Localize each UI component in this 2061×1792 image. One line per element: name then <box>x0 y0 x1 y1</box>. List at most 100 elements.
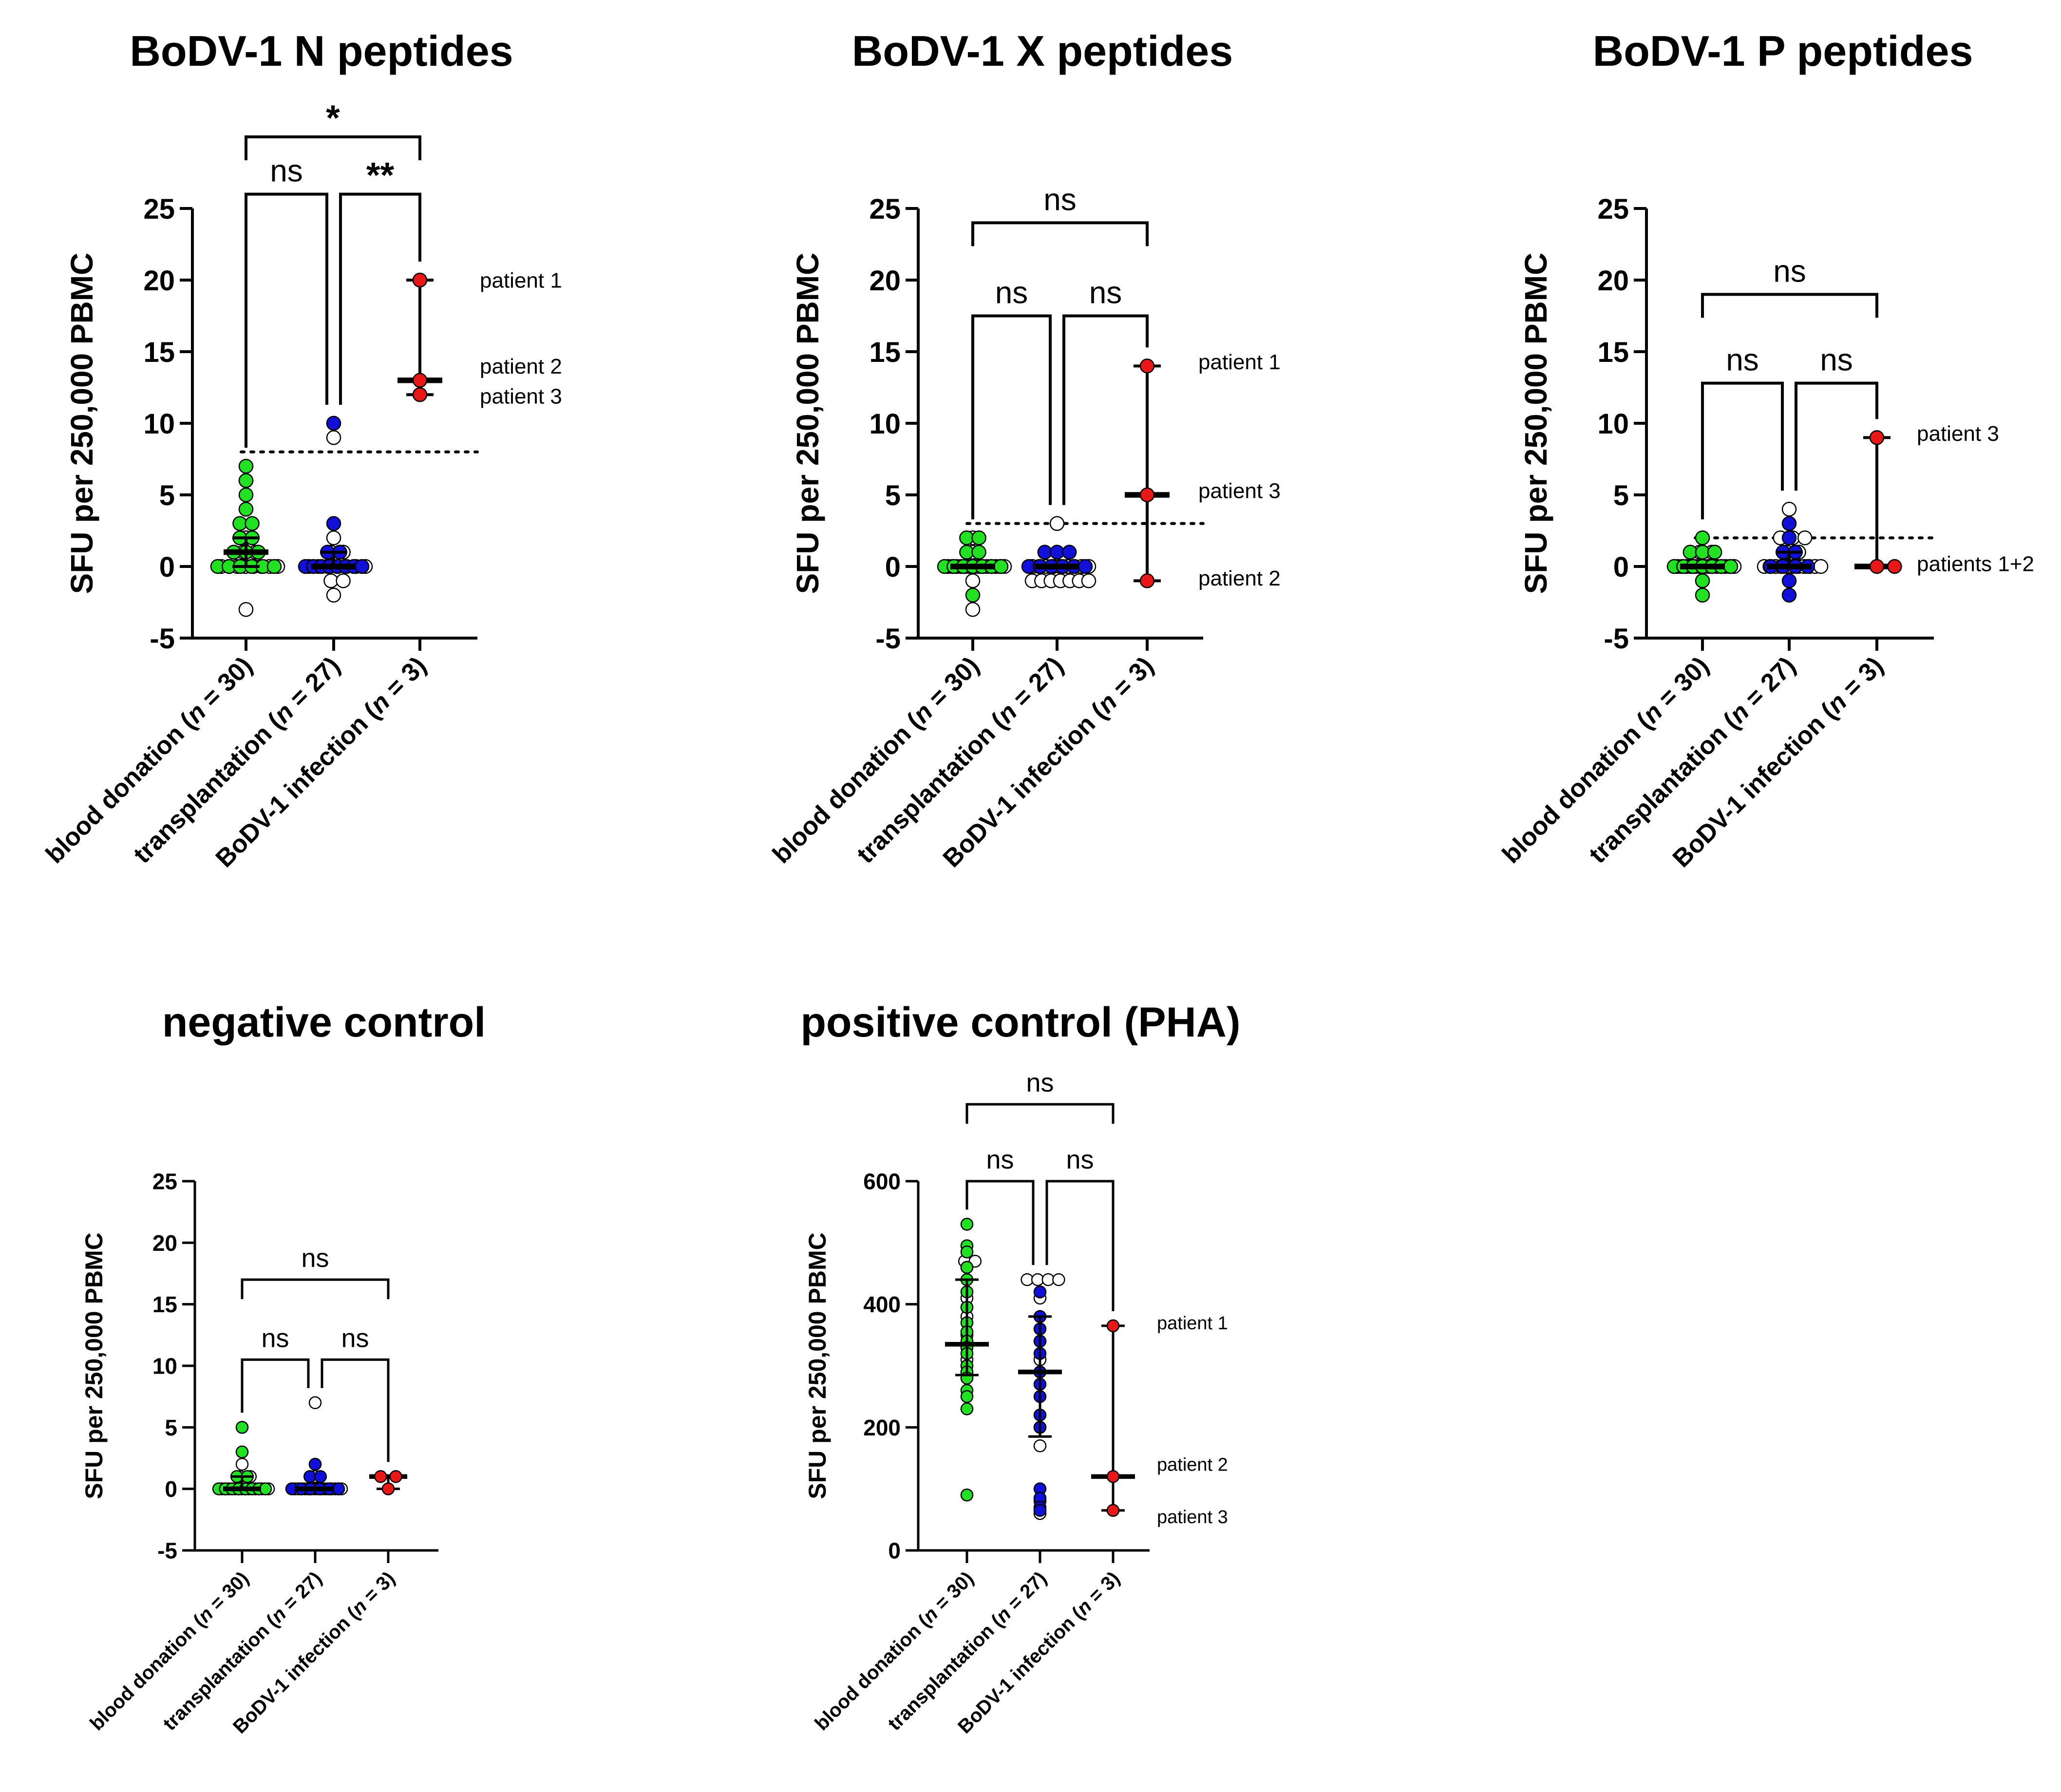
significance-label: ns <box>1726 342 1759 377</box>
patient-label: patient 3 <box>1198 479 1281 503</box>
patient-label: patients 1+2 <box>1917 552 2034 576</box>
y-tick-label: 25 <box>1597 193 1629 225</box>
data-point-negative <box>235 1457 249 1471</box>
y-tick-label: 25 <box>869 193 901 225</box>
data-point <box>314 1470 327 1483</box>
significance-bracket <box>965 1103 1115 1124</box>
data-point <box>1033 1504 1047 1517</box>
series-2 <box>1091 1319 1135 1517</box>
series-2 <box>397 272 442 402</box>
series-1 <box>298 415 373 603</box>
data-point <box>971 530 986 546</box>
data-point <box>1781 587 1797 603</box>
data-point-negative <box>1049 516 1065 531</box>
series-2 <box>369 1470 407 1495</box>
y-tick-label: 10 <box>143 408 175 440</box>
significance-bracket <box>1701 293 1878 318</box>
data-point-negative <box>1081 573 1097 588</box>
data-point-negative <box>336 573 351 588</box>
patient-label: patient 3 <box>1157 1507 1228 1528</box>
significance-label: ns <box>341 1323 369 1353</box>
series-0 <box>1666 530 1742 603</box>
significance-label: ns <box>301 1244 329 1273</box>
data-point-negative <box>1052 1273 1065 1286</box>
data-point <box>959 530 974 546</box>
y-tick-label: 200 <box>863 1415 901 1440</box>
y-tick-label: 5 <box>1613 480 1629 511</box>
data-point <box>965 587 981 603</box>
y-tick-label: 10 <box>1597 408 1629 440</box>
patient-label: patient 1 <box>1157 1313 1228 1334</box>
y-tick-label: -5 <box>150 623 175 655</box>
y-tick-label: 10 <box>152 1354 177 1379</box>
data-point <box>412 272 428 288</box>
significance-bracket <box>339 192 421 405</box>
series-1 <box>1021 516 1097 588</box>
significance-bracket <box>241 1278 390 1300</box>
series-1 <box>1018 1273 1065 1520</box>
data-point <box>1049 545 1065 560</box>
data-point <box>259 1482 272 1495</box>
data-point-negative <box>238 602 254 617</box>
significance-label: ns <box>1089 275 1122 310</box>
series-1 <box>1757 502 1829 603</box>
y-tick-label: 5 <box>165 1415 177 1440</box>
significance-bracket <box>321 1358 390 1462</box>
data-point <box>235 1445 249 1459</box>
significance-label: ns <box>1026 1068 1054 1097</box>
data-point <box>960 1390 974 1403</box>
data-point <box>1869 430 1885 445</box>
data-point <box>232 516 247 531</box>
chart-title: BoDV-1 X peptides <box>852 27 1233 75</box>
patient-label: patient 2 <box>1198 566 1281 590</box>
data-point-negative <box>326 530 341 546</box>
series-2 <box>1854 430 1902 574</box>
significance-label: * <box>326 97 340 138</box>
data-point <box>1139 487 1155 503</box>
series-0 <box>210 458 285 617</box>
y-tick-label: 600 <box>863 1169 901 1194</box>
data-point <box>1695 573 1710 588</box>
data-point <box>235 1421 249 1434</box>
y-axis-label: SFU per 250,000 PBMC <box>1518 253 1553 594</box>
patient-label: patient 2 <box>480 355 562 378</box>
significance-label: ns <box>1820 342 1853 377</box>
data-point-negative <box>326 587 341 603</box>
significance-bracket <box>245 192 328 448</box>
significance-bracket <box>971 314 1052 520</box>
data-point <box>960 1218 974 1231</box>
data-point <box>1707 545 1722 560</box>
data-point <box>1695 530 1710 546</box>
series-0 <box>937 530 1012 617</box>
data-point-negative <box>1813 559 1829 574</box>
y-tick-label: 15 <box>143 337 175 368</box>
significance-label: ns <box>1773 253 1806 288</box>
y-tick-label: 15 <box>869 337 901 368</box>
data-point <box>412 373 428 388</box>
y-tick-label: 20 <box>1597 265 1629 297</box>
series-0 <box>212 1421 275 1495</box>
significance-label: ns <box>1066 1145 1094 1174</box>
data-point <box>238 487 254 503</box>
significance-bracket <box>1795 381 1878 491</box>
significance-label: ns <box>995 275 1028 310</box>
data-point <box>1106 1504 1120 1517</box>
y-tick-label: 5 <box>885 480 901 511</box>
y-tick-label: 20 <box>869 265 901 297</box>
y-tick-label: 400 <box>863 1292 901 1317</box>
data-point <box>1781 530 1797 546</box>
significance-label: ns <box>1043 182 1077 217</box>
significance-label: ns <box>270 153 303 189</box>
data-point <box>1869 559 1885 574</box>
significance-bracket <box>1701 381 1784 520</box>
y-tick-label: 25 <box>152 1169 177 1194</box>
patient-label: patient 1 <box>480 268 562 292</box>
patient-label: patient 3 <box>1917 422 1999 446</box>
data-point-negative <box>308 1396 322 1410</box>
data-point <box>332 1482 345 1495</box>
chart-title: BoDV-1 P peptides <box>1593 27 1973 75</box>
data-point <box>1139 573 1155 588</box>
y-tick-label: 20 <box>152 1230 177 1256</box>
data-point <box>1781 516 1797 531</box>
